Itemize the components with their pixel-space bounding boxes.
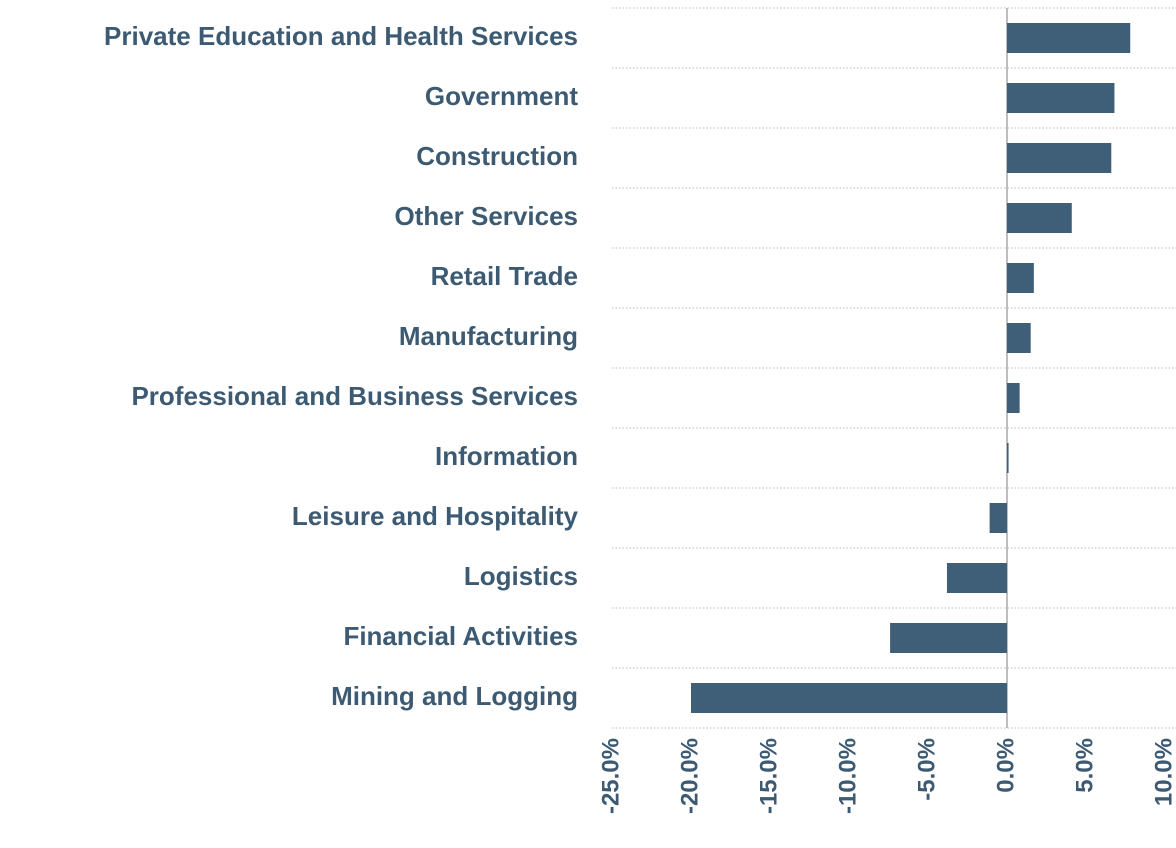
category-label: Professional and Business Services (131, 381, 578, 411)
x-tick-label: -20.0% (676, 738, 703, 814)
bar (1007, 203, 1072, 233)
x-tick-label: -25.0% (597, 738, 624, 814)
x-tick-label: -10.0% (834, 738, 861, 814)
bar (691, 683, 1007, 713)
category-label: Logistics (464, 561, 578, 591)
category-label: Information (435, 441, 578, 471)
bar (1007, 143, 1112, 173)
bar (1007, 383, 1020, 413)
category-label: Leisure and Hospitality (292, 501, 579, 531)
x-tick-label: 5.0% (1071, 738, 1098, 793)
category-label: Retail Trade (431, 261, 578, 291)
bar (890, 623, 1007, 653)
bar (1007, 443, 1009, 473)
category-label: Mining and Logging (331, 681, 578, 711)
x-tick-label: 0.0% (992, 738, 1019, 793)
bar (946, 563, 1007, 593)
category-label: Manufacturing (399, 321, 578, 351)
x-tick-label: 10.0% (1150, 738, 1176, 806)
category-label: Government (425, 81, 578, 111)
category-label: Financial Activities (343, 621, 578, 651)
bar (1007, 323, 1031, 353)
bar (1007, 23, 1131, 53)
category-label: Other Services (394, 201, 578, 231)
bar (1007, 263, 1034, 293)
bar (989, 503, 1007, 533)
x-tick-label: -15.0% (755, 738, 782, 814)
category-label: Construction (416, 141, 578, 171)
category-label: Private Education and Health Services (104, 21, 578, 51)
x-tick-label: -5.0% (913, 738, 940, 801)
bar (1007, 83, 1115, 113)
